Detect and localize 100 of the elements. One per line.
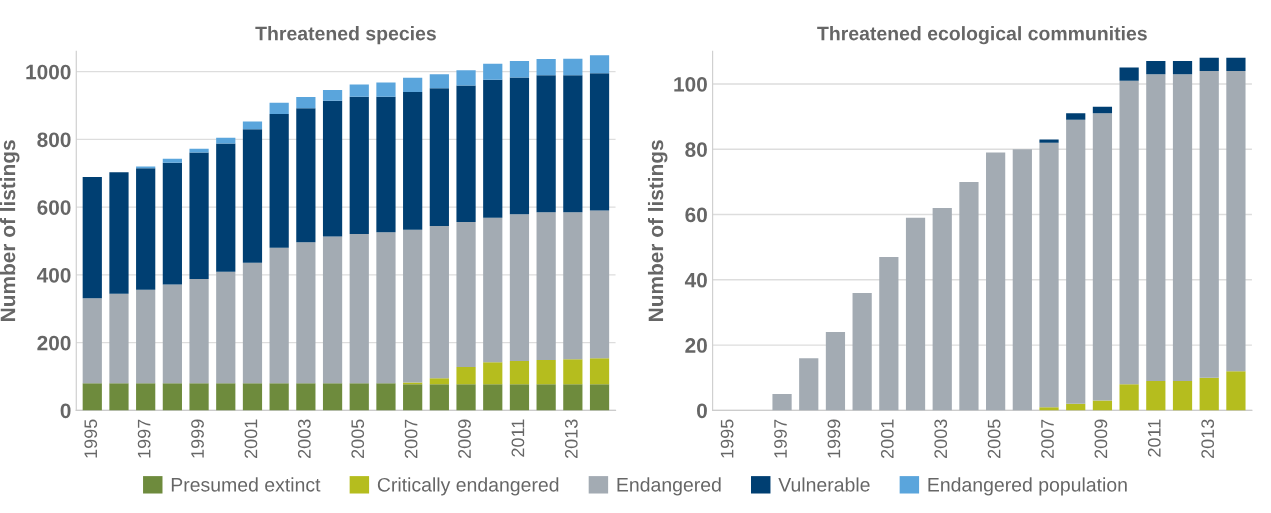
bar — [536, 212, 556, 360]
bar — [932, 208, 952, 411]
bar — [536, 75, 556, 213]
bar — [536, 59, 556, 76]
bar — [136, 383, 156, 411]
bar — [1172, 381, 1193, 411]
bar — [1092, 400, 1113, 411]
y-tick-label: 200 — [37, 335, 71, 351]
bar — [509, 77, 530, 215]
bar — [349, 96, 369, 234]
bar — [1226, 371, 1246, 411]
x-tick-label: 1997 — [137, 419, 151, 458]
bar — [242, 262, 263, 384]
y-tick-label: 400 — [36, 267, 71, 283]
bar — [269, 102, 289, 114]
y-axis-title: Number of listings — [0, 140, 20, 321]
x-tick-label: 2007 — [404, 419, 418, 458]
legend-label: Vulnerable — [778, 477, 870, 492]
x-tick-label: 2011 — [1147, 419, 1161, 457]
bar — [189, 148, 209, 153]
bar — [269, 247, 289, 384]
bar — [189, 278, 209, 384]
x-tick-label: 1995 — [720, 419, 734, 458]
bar — [376, 96, 396, 233]
bar — [403, 91, 423, 230]
bar — [322, 383, 343, 411]
bar — [852, 292, 872, 411]
bar — [189, 152, 209, 279]
bar — [509, 61, 530, 78]
x-tick-label: 2013 — [564, 419, 578, 458]
x-tick-label: 2001 — [880, 419, 894, 458]
bar — [589, 358, 610, 385]
bar — [1012, 149, 1032, 411]
bar — [82, 383, 102, 411]
bar — [429, 226, 449, 379]
bar — [1199, 70, 1219, 378]
bar — [799, 358, 819, 411]
bar — [483, 79, 503, 218]
bar — [82, 176, 102, 299]
bar — [905, 217, 926, 411]
bar — [1226, 70, 1246, 372]
bar — [1039, 407, 1059, 411]
legend-label: Endangered — [617, 477, 721, 496]
x-tick-label: 2011 — [511, 419, 525, 457]
bar — [1066, 119, 1086, 404]
bar — [109, 293, 129, 384]
bar — [456, 384, 476, 411]
bar — [563, 359, 583, 385]
bar — [1146, 61, 1166, 75]
bar — [509, 360, 530, 385]
chart-title: Threatened ecological communities — [817, 26, 1147, 45]
x-tick-label: 2013 — [1201, 419, 1215, 458]
bar — [403, 77, 423, 92]
bar — [456, 222, 476, 368]
bar — [109, 172, 129, 294]
bar — [589, 210, 610, 359]
bar — [349, 233, 369, 384]
y-tick-label: 1000 — [26, 64, 71, 80]
bar — [376, 383, 396, 411]
y-tick-label: 800 — [37, 132, 71, 148]
bar — [456, 85, 476, 223]
bar — [1066, 113, 1086, 120]
bar — [136, 168, 156, 290]
bar — [162, 162, 182, 285]
y-tick-label: 80 — [685, 142, 707, 157]
bar — [509, 214, 530, 361]
bar — [1172, 61, 1193, 75]
bar — [959, 181, 979, 411]
bar — [589, 384, 610, 411]
bar — [589, 73, 610, 211]
bar — [296, 97, 316, 109]
legend-label: Endangered population — [928, 477, 1127, 496]
bar — [483, 217, 503, 363]
bar — [1199, 377, 1219, 411]
bar — [483, 63, 503, 80]
bar — [986, 152, 1006, 411]
bar — [772, 394, 792, 411]
bar — [563, 58, 583, 76]
bar — [216, 383, 236, 411]
bar — [216, 271, 236, 384]
bar — [162, 158, 182, 163]
bar — [1199, 57, 1219, 71]
y-tick-label: 60 — [685, 207, 707, 223]
bar — [322, 100, 343, 237]
bar — [242, 121, 263, 130]
bar — [563, 212, 583, 360]
bar — [136, 289, 156, 384]
x-tick-label: 1995 — [84, 419, 98, 458]
bar — [1119, 67, 1139, 81]
y-tick-label: 600 — [37, 200, 71, 215]
bar — [1146, 381, 1166, 411]
x-tick-label: 2007 — [1041, 419, 1054, 458]
bar — [242, 383, 263, 411]
bar — [269, 383, 289, 411]
bar — [322, 236, 343, 384]
legend-label: Presumed extinct — [171, 477, 321, 492]
bar — [1146, 74, 1166, 382]
y-axis-title: Number of listings — [647, 140, 668, 321]
bar — [349, 84, 369, 97]
legend-label: Critically endangered — [377, 477, 559, 496]
